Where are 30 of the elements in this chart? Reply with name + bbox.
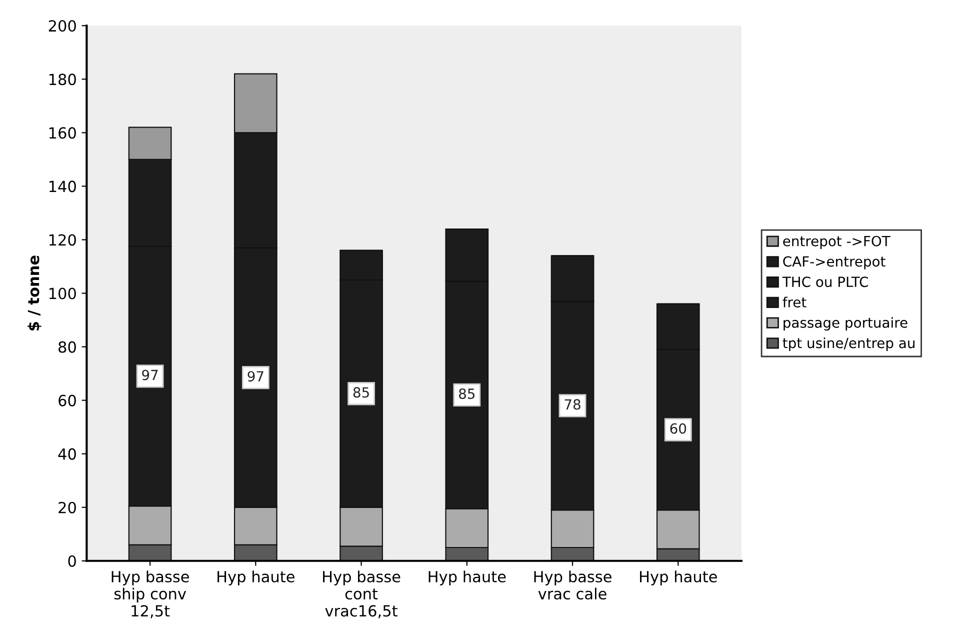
y-tick-label: 0: [68, 555, 76, 567]
x-tick-label: Hyp haute: [428, 570, 506, 586]
y-axis-title: $ / tonne: [27, 256, 42, 330]
x-tick-label: Hyp haute: [218, 570, 294, 586]
y-tick-label: 80: [58, 341, 76, 353]
y-tick-label: 160: [49, 127, 76, 139]
y-tick-label: 60: [58, 394, 76, 406]
legend-label: THC ou PLTC: [782, 276, 868, 288]
legend-label: fret: [782, 296, 806, 308]
legend-label: CAF->entrepot: [783, 256, 886, 270]
data-label: 85: [459, 388, 475, 399]
legend-label: passage portuaire: [784, 317, 908, 331]
legend-label: entrepot ->FOT: [783, 236, 890, 250]
y-tick-label: 120: [49, 234, 76, 246]
data-label: 97: [248, 371, 264, 382]
x-tick-label: Hyp haute: [640, 570, 717, 586]
y-tick-label: 40: [58, 448, 76, 460]
y-tick-label: 180: [49, 74, 76, 86]
data-label: 78: [564, 399, 580, 410]
y-tick-label: 200: [48, 20, 76, 32]
y-tick-label: 140: [49, 180, 76, 192]
x-tick-label: Hyp basse cont vrac16,5t: [323, 570, 400, 618]
y-tick-label: 20: [58, 502, 76, 514]
y-tick-label: 100: [49, 288, 76, 300]
x-tick-label: Hyp basse ship conv 12,5t: [112, 570, 189, 618]
data-label: 97: [142, 370, 158, 380]
legend-label: tpt usine/entrep au: [782, 338, 914, 351]
x-tick-label: Hyp basse vrac cale: [534, 570, 612, 600]
data-label: 85: [353, 387, 369, 398]
data-label: 60: [670, 423, 686, 434]
